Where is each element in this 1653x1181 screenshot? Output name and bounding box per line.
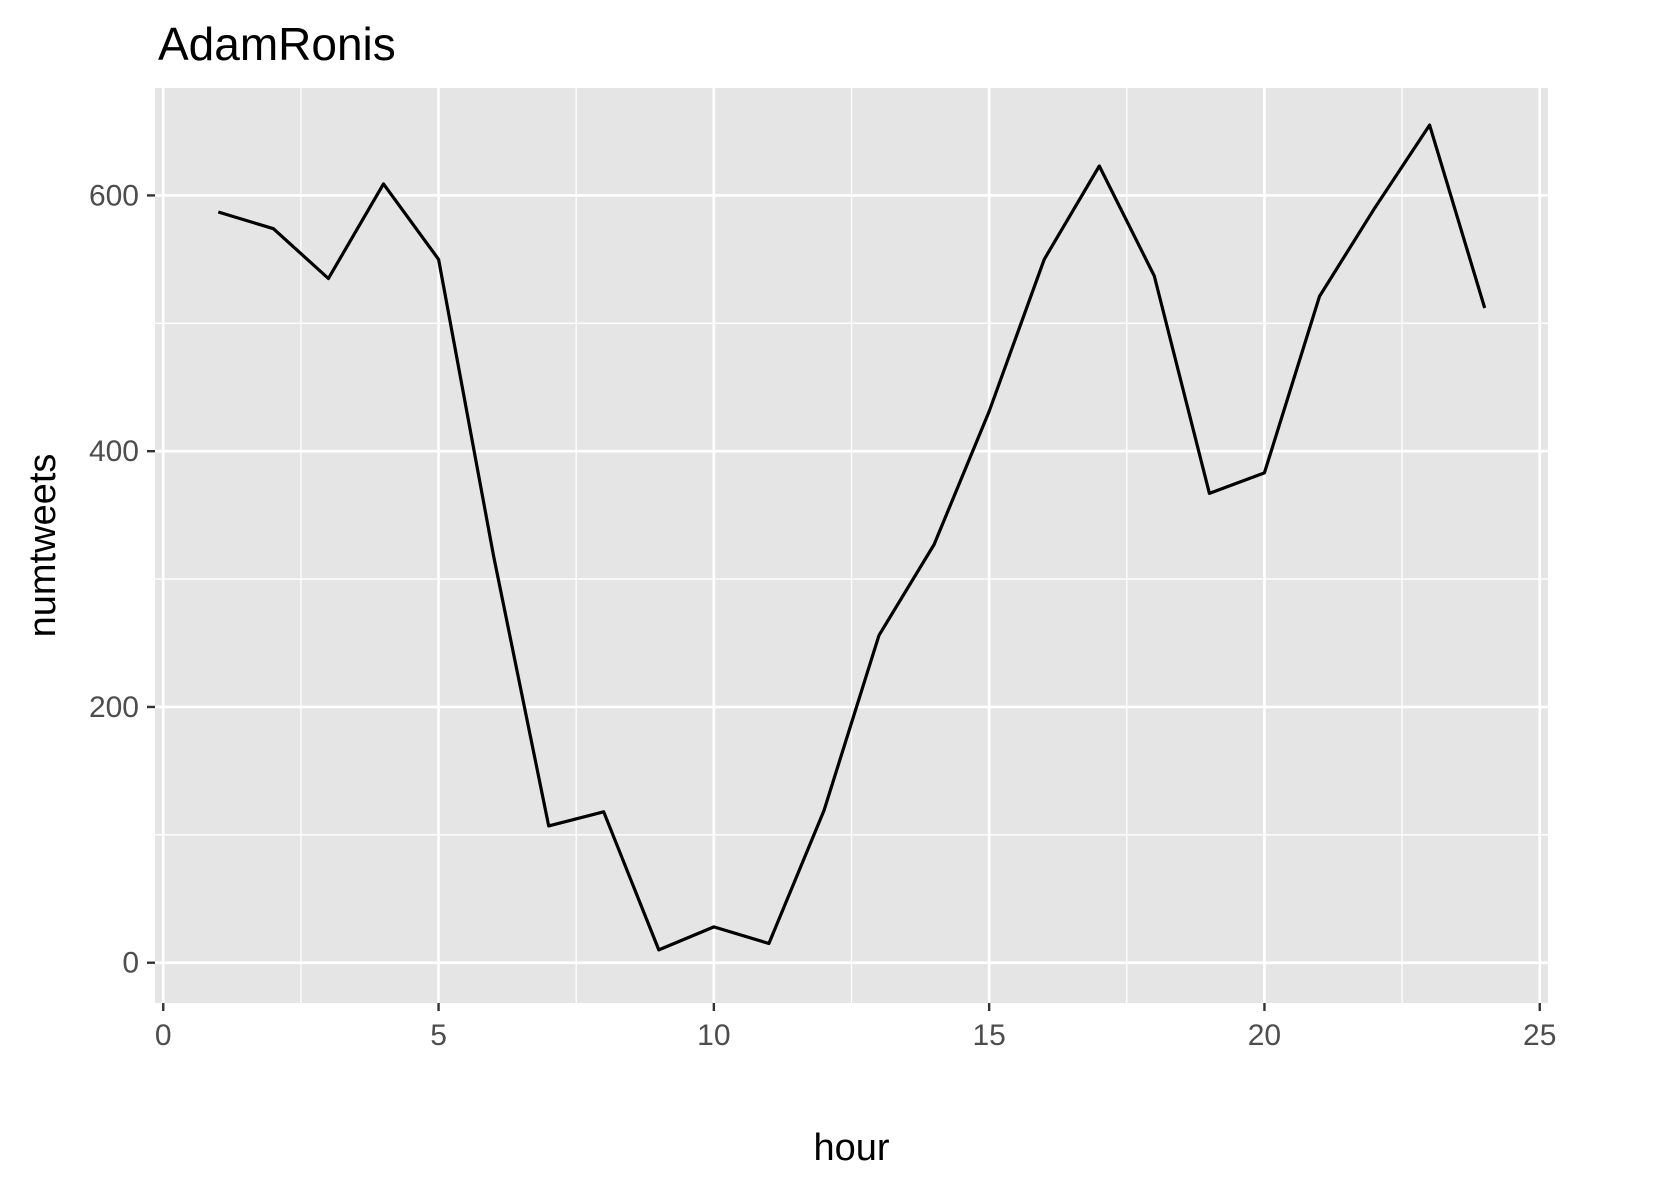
y-tick-label: 200 <box>89 691 139 724</box>
y-axis: 0 200 400 600 <box>89 179 155 980</box>
y-tick-label: 600 <box>89 179 139 212</box>
x-tick-label: 25 <box>1523 1019 1556 1052</box>
y-tick-label: 0 <box>122 947 139 980</box>
minor-gridlines <box>155 88 1548 1003</box>
x-tick-label: 0 <box>155 1019 172 1052</box>
series-line <box>217 123 1487 952</box>
x-tick-label: 15 <box>972 1019 1005 1052</box>
x-axis-title: hour <box>813 1127 889 1169</box>
major-gridlines <box>155 88 1548 1003</box>
x-axis: 0 5 10 15 20 25 <box>155 1003 1556 1052</box>
y-tick-label: 400 <box>89 435 139 468</box>
x-tick-label: 5 <box>430 1019 447 1052</box>
chart-title: AdamRonis <box>158 18 396 70</box>
x-tick-label: 10 <box>697 1019 730 1052</box>
x-tick-label: 20 <box>1248 1019 1281 1052</box>
y-axis-title: numtweets <box>22 454 64 638</box>
